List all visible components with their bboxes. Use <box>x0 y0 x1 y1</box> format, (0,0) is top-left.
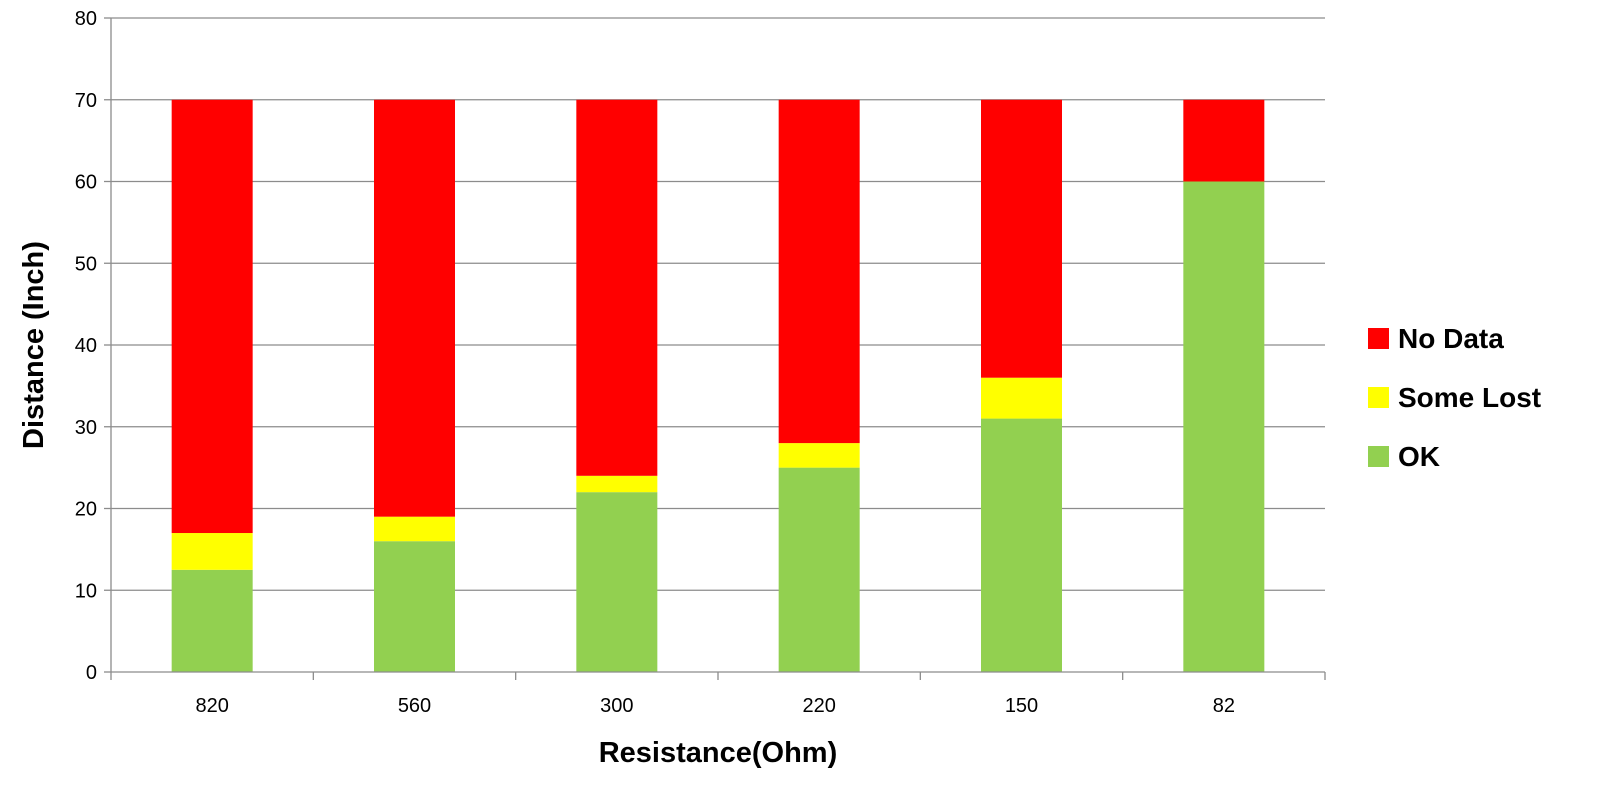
bar-some-lost-560 <box>374 516 455 542</box>
legend-label-ok: OK <box>1398 441 1440 472</box>
y-axis-title: Distance (Inch) <box>18 241 50 449</box>
x-tick-label-150: 150 <box>1005 695 1038 717</box>
bar-ok-82 <box>1183 181 1265 672</box>
y-tick-label-80: 80 <box>75 8 97 30</box>
legend-label-some-lost: Some Lost <box>1398 382 1541 413</box>
x-tick-label-220: 220 <box>802 695 835 717</box>
gridlines <box>111 17 1325 591</box>
x-axis-title: Resistance(Ohm) <box>599 737 838 769</box>
bar-no-data-820 <box>171 99 253 534</box>
legend: No Data Some Lost OK <box>1368 323 1541 472</box>
x-tick-label-560: 560 <box>398 695 431 717</box>
y-tick-label-40: 40 <box>75 335 97 357</box>
bar-ok-150 <box>981 418 1062 672</box>
legend-swatch-no-data <box>1368 328 1389 349</box>
x-tick-labels: 820 560 300 220 150 82 <box>195 695 1234 717</box>
legend-swatch-ok <box>1368 446 1389 467</box>
bar-ok-560 <box>374 541 455 672</box>
bar-no-data-560 <box>374 99 455 517</box>
y-tick-label-70: 70 <box>75 90 97 112</box>
legend-label-no-data: No Data <box>1398 323 1504 354</box>
y-tick-labels: 0 10 20 30 40 50 60 70 80 <box>75 8 97 684</box>
x-tick-label-820: 820 <box>195 695 228 717</box>
x-tick-label-300: 300 <box>600 695 633 717</box>
legend-swatch-some-lost <box>1368 387 1389 408</box>
bar-some-lost-220 <box>778 443 860 468</box>
bar-no-data-220 <box>778 99 860 444</box>
y-tick-label-20: 20 <box>75 499 97 521</box>
bar-ok-300 <box>576 492 658 672</box>
bar-series <box>171 99 1265 672</box>
bar-ok-220 <box>778 467 860 672</box>
bar-some-lost-150 <box>981 377 1062 419</box>
bar-no-data-150 <box>981 99 1062 378</box>
bar-no-data-82 <box>1183 99 1265 182</box>
bar-no-data-300 <box>576 99 658 476</box>
y-tick-label-60: 60 <box>75 172 97 194</box>
axes <box>104 17 1326 680</box>
y-tick-label-0: 0 <box>86 662 97 684</box>
y-tick-label-50: 50 <box>75 253 97 275</box>
y-tick-label-30: 30 <box>75 417 97 439</box>
y-tick-label-10: 10 <box>75 580 97 602</box>
bar-some-lost-820 <box>171 533 253 570</box>
bar-ok-820 <box>171 569 253 672</box>
bar-some-lost-300 <box>576 475 658 493</box>
x-tick-label-82: 82 <box>1213 695 1235 717</box>
